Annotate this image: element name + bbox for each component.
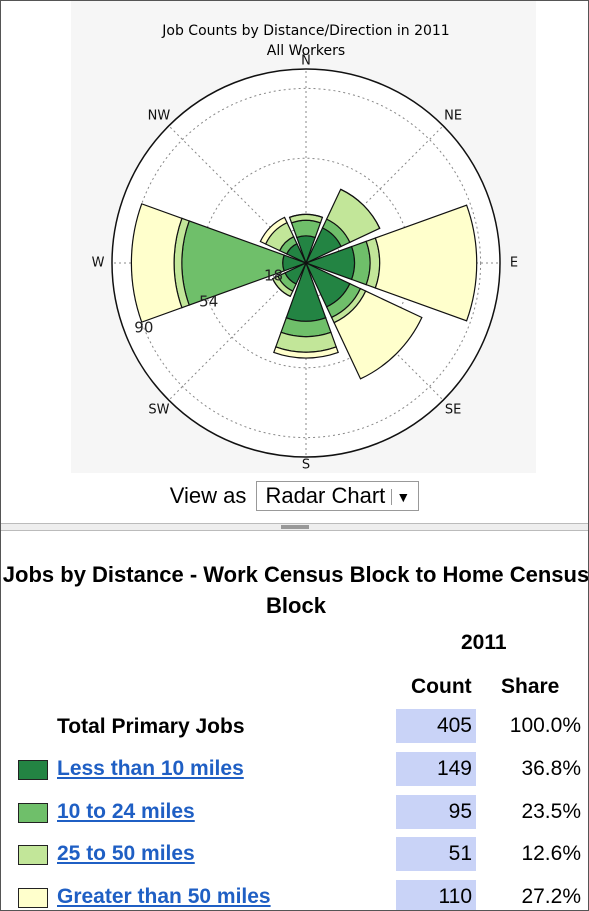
column-header: Count: [411, 675, 472, 698]
year-header: 2011: [461, 631, 507, 654]
table-title: Jobs by Distance - Work Census Block to …: [1, 559, 588, 621]
chart: Job Counts by Distance/Direction in 2011…: [71, 1, 536, 473]
view-label: View as: [169, 483, 247, 508]
share-cell: 100.0%: [509, 714, 581, 737]
grid-ring: [130, 87, 482, 439]
share-cell: 23.5%: [521, 799, 581, 823]
direction-label: SW: [148, 403, 169, 418]
count-cell: 405: [396, 709, 476, 743]
r-tick-label: 54: [199, 292, 218, 310]
view-dropdown[interactable]: Radar Chart ▼: [256, 481, 420, 511]
direction-label: S: [302, 458, 310, 473]
distance-link[interactable]: Less than 10 miles: [57, 757, 244, 780]
direction-label: SE: [445, 403, 461, 418]
share-cell: 12.6%: [521, 842, 581, 865]
wedge-segment: [130, 203, 183, 323]
total-label: Total Primary Jobs: [57, 715, 245, 738]
share-cell: 27.2%: [521, 884, 581, 908]
direction-label: E: [510, 256, 518, 271]
count-cell: 149: [396, 752, 476, 786]
view-option: Radar Chart: [265, 483, 386, 508]
chart-subtitle: All Workers: [267, 43, 345, 59]
count-cell: 110: [396, 879, 476, 910]
legend-swatch: [18, 760, 48, 780]
direction-label: NW: [148, 108, 171, 123]
legend-swatch: [18, 802, 48, 823]
chart-title: Job Counts by Distance/Direction in 2011: [161, 23, 449, 39]
wedge-segment: [290, 219, 322, 239]
table-title-text: Jobs by Distance - Work Census Block to …: [2, 562, 589, 618]
r-tick-label: 90: [134, 318, 153, 336]
dropdown-arrow: ▼: [391, 489, 414, 506]
view-selector: View as Radar Chart ▼: [1, 481, 588, 511]
direction-label: N: [301, 54, 311, 69]
column-header: Share: [501, 675, 560, 698]
grid-spoke: [168, 262, 307, 401]
wedge-segment: [333, 290, 423, 380]
wedge-segment: [273, 346, 339, 359]
direction-label: NE: [444, 108, 462, 123]
distance-link[interactable]: 10 to 24 miles: [57, 799, 195, 823]
direction-label: W: [92, 256, 105, 271]
legend-swatch: [18, 845, 48, 865]
wedge-segment: [350, 240, 371, 286]
grid-spoke: [305, 125, 444, 264]
grid-spoke: [168, 125, 307, 264]
r-tick-label: 18: [264, 266, 283, 284]
count-cell: 51: [396, 837, 476, 871]
grip: [281, 525, 309, 529]
wedge-segment: [374, 204, 478, 322]
legend-swatch: [18, 887, 48, 908]
count-cell: 95: [396, 794, 476, 829]
wedge-segment: [259, 216, 288, 245]
share-cell: 36.8%: [521, 757, 581, 780]
distance-link[interactable]: 25 to 50 miles: [57, 842, 195, 865]
distance-link[interactable]: Greater than 50 miles: [57, 884, 271, 908]
divider[interactable]: [1, 523, 588, 531]
